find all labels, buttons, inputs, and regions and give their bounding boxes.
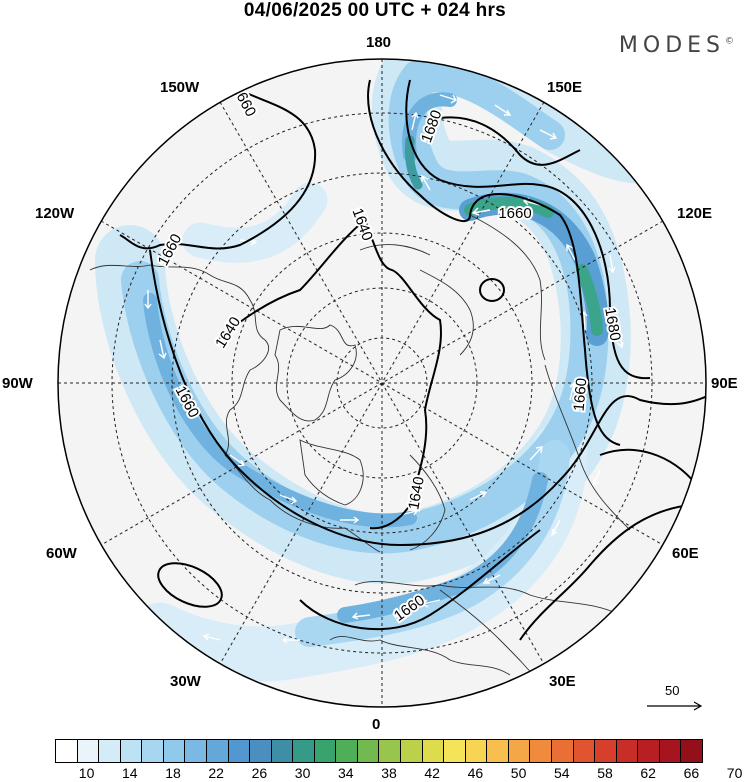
colorbar-swatch — [508, 740, 531, 762]
colorbar-swatch — [250, 740, 272, 762]
contour-label: 1660 — [571, 377, 591, 412]
colorbar-swatch — [206, 740, 229, 762]
colorbar-swatch — [659, 740, 682, 762]
colorbar-tick-label: 26 — [251, 765, 268, 781]
colorbar-swatch — [142, 740, 164, 762]
colorbar-tick-label: 14 — [122, 765, 138, 781]
colorbar-swatch — [56, 740, 78, 762]
colorbar-swatch — [336, 740, 358, 762]
lon-label-0: 0 — [372, 716, 381, 733]
colorbar-swatch — [681, 740, 702, 762]
colorbar-swatch — [357, 740, 380, 762]
lon-label-150w: 150W — [160, 79, 200, 96]
lon-label-30e: 30E — [549, 673, 576, 690]
colorbar-tick-label: 46 — [467, 765, 484, 781]
height-contours — [119, 79, 706, 641]
colorbar-tick-label: 34 — [338, 765, 354, 781]
contour-label: 1660 — [498, 205, 531, 222]
lon-label-120w: 120W — [35, 205, 75, 222]
lon-label-90w: 90W — [2, 375, 33, 392]
colorbar-swatch — [185, 740, 207, 762]
brand-logo: MODES© — [619, 33, 734, 58]
lon-label-90e: 90E — [711, 375, 738, 392]
brand-mark: © — [725, 36, 734, 47]
forecast-title: 04/06/2025 00 UTC + 024 hrs — [243, 0, 507, 21]
colorbar-tick-label: 10 — [78, 765, 95, 781]
colorbar-tick-label: 54 — [554, 765, 570, 781]
colorbar-tick-label: 70 — [726, 765, 743, 781]
colorbar-tick-label: 50 — [510, 765, 527, 781]
colorbar-swatch — [99, 740, 121, 762]
colorbar-tick-label: 42 — [424, 765, 440, 781]
colorbar-swatch — [616, 740, 639, 762]
lon-label-30w: 30W — [170, 673, 201, 690]
colorbar-swatch — [401, 740, 423, 762]
colorbar-swatch — [444, 740, 466, 762]
colorbar-swatch — [77, 740, 100, 762]
hemisphere-outline — [57, 58, 707, 708]
colorbar-swatch — [379, 740, 401, 762]
colorbar-swatch — [271, 740, 294, 762]
colorbar-tick-label: 22 — [208, 765, 224, 781]
colorbar-swatch — [163, 740, 186, 762]
reference-vector-arrow — [647, 701, 703, 711]
lon-label-150e: 150E — [547, 79, 583, 96]
brand-name: MODES — [618, 33, 725, 58]
colorbar-swatch — [551, 740, 574, 762]
colorbar-ticks: 10 14 18 22 26 30 34 38 42 46 50 54 58 62 66 70 — [0, 765, 750, 781]
colorbar-swatch — [228, 740, 251, 762]
colorbar-swatch — [595, 740, 617, 762]
colorbar-swatch — [314, 740, 337, 762]
colorbar-swatch — [422, 740, 445, 762]
colorbar-swatch — [487, 740, 509, 762]
wind-speed-shading — [95, 59, 685, 682]
colorbar-tick-label: 38 — [381, 765, 397, 781]
colorbar-swatch — [638, 740, 660, 762]
colorbar-tick-label: 66 — [683, 765, 700, 781]
lon-label-60e: 60E — [672, 545, 699, 562]
colorbar-swatch — [293, 740, 315, 762]
colorbar-tick-label: 18 — [165, 765, 181, 781]
reference-vector-value: 50 — [665, 683, 680, 698]
colorbar-swatch — [465, 740, 488, 762]
lon-label-120e: 120E — [677, 205, 713, 222]
colorbar-tick-label: 62 — [640, 765, 656, 781]
wind-vectors — [144, 94, 624, 644]
colorbar — [55, 739, 703, 763]
lon-label-180: 180 — [366, 34, 392, 51]
colorbar-tick-label: 30 — [294, 765, 311, 781]
colorbar-swatch — [530, 740, 552, 762]
polar-map: 1660 1640 1660 1640 1660 1680 1660 1680 … — [57, 58, 707, 711]
lon-label-60w: 60W — [46, 545, 77, 562]
colorbar-swatch — [573, 740, 596, 762]
colorbar-swatch — [120, 740, 143, 762]
colorbar-tick-label: 58 — [597, 765, 613, 781]
